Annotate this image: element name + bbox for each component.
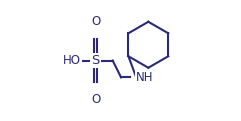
- Text: HO: HO: [63, 54, 81, 67]
- Text: S: S: [92, 54, 100, 67]
- Text: O: O: [91, 15, 100, 28]
- Text: O: O: [91, 93, 100, 106]
- Text: NH: NH: [136, 71, 153, 84]
